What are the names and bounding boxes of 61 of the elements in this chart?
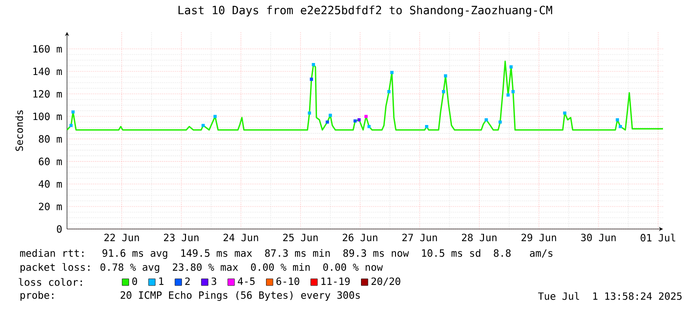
legend-label: 3 [212, 277, 216, 286]
x-tick-label: 29 Jun [522, 234, 556, 242]
point [202, 124, 205, 128]
y-tick-label: 140 m [33, 68, 62, 76]
point [498, 120, 502, 124]
line-series [66, 60, 664, 131]
point [213, 114, 217, 118]
point [616, 118, 619, 122]
legend-label: 11-19 [321, 277, 350, 286]
point [618, 124, 622, 128]
y-tick-label: 80 m [38, 135, 62, 143]
point [308, 111, 312, 115]
point [310, 78, 314, 81]
legend-label: 0 [132, 277, 138, 286]
legend-title: loss color: [18, 278, 82, 286]
y-tick-label: 120 m [33, 90, 62, 98]
point [387, 90, 391, 94]
y-tick-label: 60 m [38, 158, 62, 166]
y-tick-label: 40 m [38, 180, 62, 188]
text: packet loss: 0.78 % avg 23.80 % max 0.00 % min 0.00 % now [20, 263, 383, 273]
y-tick-label: 0 [56, 225, 62, 233]
point [442, 90, 446, 94]
point [69, 124, 73, 128]
point [444, 74, 448, 78]
legend-label: 2 [185, 277, 190, 285]
point [563, 111, 566, 115]
point [328, 114, 332, 117]
point [506, 93, 510, 97]
text: Tue Jul 1 13:58:24 2025 [538, 292, 682, 300]
legend-label: 4-5 [238, 278, 255, 285]
point [509, 65, 513, 68]
point [354, 119, 357, 123]
point [484, 118, 488, 122]
legend-label: 1 [159, 278, 164, 285]
x-tick-label: 01 Jul [640, 234, 676, 242]
x-tick-label: 28 Jun [462, 234, 496, 242]
point [312, 63, 316, 66]
point [358, 118, 361, 122]
text: probe: 20 ICMP Echo Pings (56 Bytes) every 300s [20, 291, 360, 301]
y-tick-label: 160 m [33, 45, 62, 53]
x-tick-label: 25 Jun [283, 234, 318, 242]
x-tick-label: 27 Jun [402, 234, 437, 242]
point [511, 90, 515, 94]
y-axis-title: Seconds [15, 110, 24, 151]
point [425, 124, 428, 128]
y-tick-label: 20 m [38, 202, 62, 210]
y-tick-label: 100 m [33, 112, 62, 120]
point [71, 110, 75, 114]
x-tick-label: 26 Jun [342, 234, 378, 242]
legend-label: 6-10 [276, 277, 300, 286]
x-tick-label: 30 Jun [581, 234, 616, 242]
point [390, 70, 394, 74]
x-tick-label: 24 Jun [224, 234, 258, 242]
legend-label: 20/20 [372, 277, 400, 286]
x-tick-label: 22 Jun [104, 234, 139, 242]
point [364, 114, 368, 118]
chart-title: Last 10 Days from e2e225bdfdf2 to Shandong-Zaozhuang-CM [178, 6, 552, 17]
point [367, 124, 371, 128]
text: median rtt: 91.6 ms avg 149.5 ms max 87.3 ms min 89.3 ms now 10.5 ms sd 8.8 am/s [20, 249, 552, 259]
point [326, 120, 329, 124]
x-tick-label: 23 Jun [164, 234, 198, 242]
